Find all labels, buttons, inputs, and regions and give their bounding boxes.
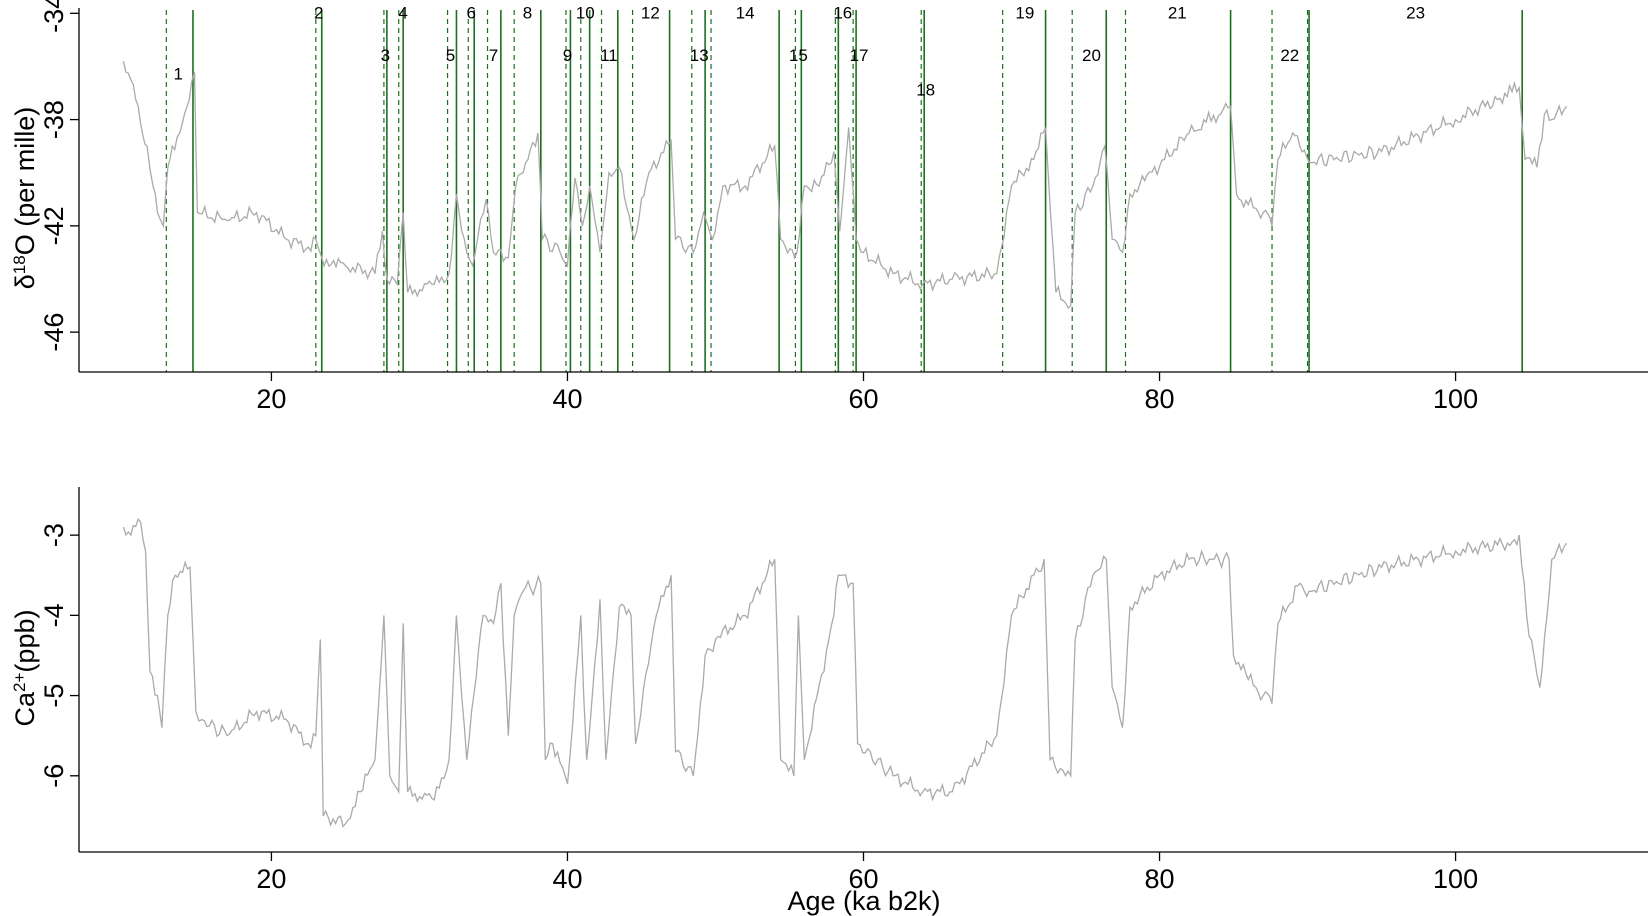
event-label: 10 <box>576 4 595 23</box>
event-label: 22 <box>1280 46 1299 65</box>
top-y-ticks: -34 -38 -42 -46 <box>39 0 79 352</box>
event-label: 3 <box>381 46 390 65</box>
x-tick-label: 40 <box>552 864 582 894</box>
x-tick-label: 100 <box>1433 384 1478 414</box>
x-tick-label: 20 <box>256 384 286 414</box>
top-series-line <box>122 60 1568 309</box>
event-label: 6 <box>467 4 476 23</box>
x-tick-label: 100 <box>1433 864 1478 894</box>
event-label: 16 <box>833 4 852 23</box>
y-tick-label: -5 <box>39 684 69 708</box>
x-tick-label: 20 <box>256 864 286 894</box>
x-tick-label: 40 <box>552 384 582 414</box>
top-event-lines <box>165 10 1523 372</box>
y-tick-label: -6 <box>39 764 69 788</box>
event-label: 20 <box>1082 46 1101 65</box>
event-label: 19 <box>1015 4 1034 23</box>
top-x-ticks: 20 40 60 80 100 <box>256 372 1478 414</box>
bottom-x-ticks: 20 40 60 80 100 <box>256 852 1478 894</box>
y-tick-label: -46 <box>39 313 69 352</box>
y-tick-label: -4 <box>39 603 69 627</box>
x-tick-label: 60 <box>848 384 878 414</box>
bottom-x-axis-label: Age (ka b2k) <box>787 886 940 916</box>
y-tick-label: -38 <box>39 100 69 139</box>
event-label: 7 <box>489 46 498 65</box>
event-label: 9 <box>563 46 572 65</box>
x-tick-label: 80 <box>1145 864 1175 894</box>
y-tick-label: -3 <box>39 523 69 547</box>
event-label: 15 <box>789 46 808 65</box>
y-tick-label: -34 <box>39 0 69 33</box>
event-label: 1 <box>173 65 182 84</box>
event-label: 23 <box>1406 4 1425 23</box>
event-label: 4 <box>398 4 407 23</box>
bottom-y-ticks: -3 -4 -5 -6 <box>39 523 79 788</box>
event-label: 8 <box>523 4 532 23</box>
bottom-panel: 20 40 60 80 100 -3 -4 -5 -6 Ca2+(ppb) Age (ka b… <box>10 487 1648 916</box>
event-label: 5 <box>446 46 455 65</box>
event-label: 2 <box>314 4 323 23</box>
x-tick-label: 60 <box>848 864 878 894</box>
event-label: 21 <box>1168 4 1187 23</box>
event-label: 12 <box>641 4 660 23</box>
event-label: 14 <box>736 4 755 23</box>
bottom-y-axis-label: Ca2+(ppb) <box>10 610 40 727</box>
bottom-series-line <box>122 517 1568 828</box>
top-y-axis-label: δ18O (per mille) <box>10 107 40 289</box>
event-label: 17 <box>850 46 869 65</box>
event-label: 13 <box>690 46 709 65</box>
event-label: 11 <box>600 46 618 65</box>
event-label: 18 <box>916 81 935 100</box>
y-tick-label: -42 <box>39 206 69 245</box>
x-tick-label: 80 <box>1145 384 1175 414</box>
